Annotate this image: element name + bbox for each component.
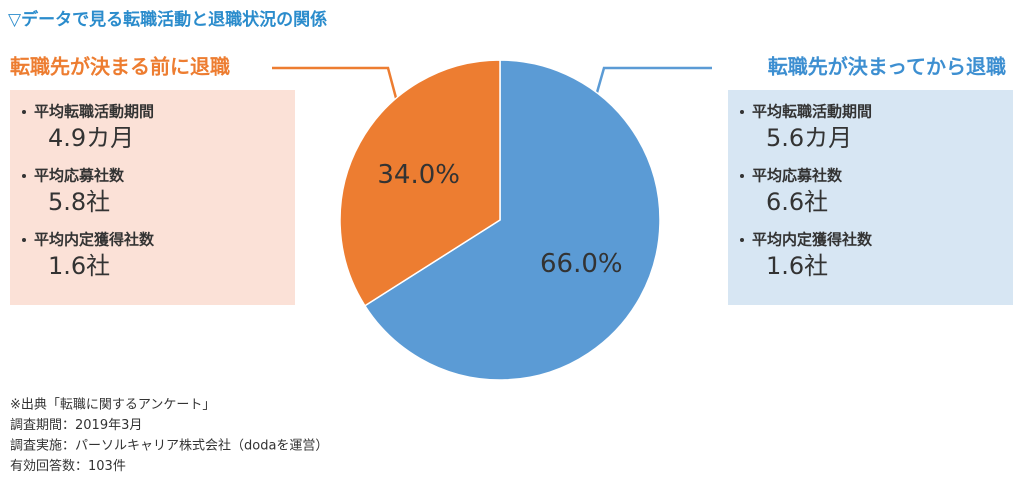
item-label: 平均応募社数 bbox=[752, 167, 843, 185]
item-value: 6.6社 bbox=[766, 188, 828, 216]
pie-slice bbox=[363, 59, 661, 381]
leader-left bbox=[272, 66, 398, 99]
note: ※出典「転職に関するアンケート」 bbox=[10, 398, 215, 413]
item-label: 平均内定獲得社数 bbox=[752, 231, 873, 249]
notes: ※出典「転職に関するアンケート」調査期間：2019年3月調査実施：パーソルキャリ… bbox=[10, 398, 328, 475]
bullet bbox=[740, 238, 744, 242]
bullet bbox=[740, 110, 744, 114]
item-label: 平均内定獲得社数 bbox=[34, 231, 155, 249]
bullet bbox=[22, 238, 26, 242]
item-value: 1.6社 bbox=[48, 252, 110, 280]
item-value: 5.6カ月 bbox=[766, 124, 852, 152]
bullet bbox=[22, 174, 26, 178]
item-label: 平均応募社数 bbox=[34, 167, 125, 185]
leader-right bbox=[594, 66, 712, 97]
panel-left bbox=[10, 90, 295, 305]
item-label: 平均転職活動期間 bbox=[752, 103, 872, 121]
note: 調査実施：パーソルキャリア株式会社（dodaを運営） bbox=[10, 438, 328, 454]
item-value: 4.9カ月 bbox=[48, 124, 134, 152]
item-value: 5.8社 bbox=[48, 188, 110, 216]
pie: 66.0% 34.0% bbox=[339, 59, 661, 381]
bullet bbox=[22, 110, 26, 114]
item-label: 平均転職活動期間 bbox=[34, 103, 154, 121]
panel-right bbox=[728, 90, 1013, 305]
pie-slice bbox=[339, 59, 501, 307]
title: ▽データで見る転職活動と退職状況の関係 bbox=[8, 9, 327, 30]
item-value: 1.6社 bbox=[766, 252, 828, 280]
slice-label: 34.0% bbox=[377, 160, 460, 190]
heading-right: 転職先が決まってから退職 bbox=[768, 55, 1006, 79]
bullet bbox=[740, 174, 744, 178]
note: 調査期間：2019年3月 bbox=[10, 418, 142, 433]
note: 有効回答数：103件 bbox=[10, 458, 126, 474]
heading-left: 転職先が決まる前に退職 bbox=[10, 55, 230, 79]
slice-label: 66.0% bbox=[540, 249, 623, 279]
